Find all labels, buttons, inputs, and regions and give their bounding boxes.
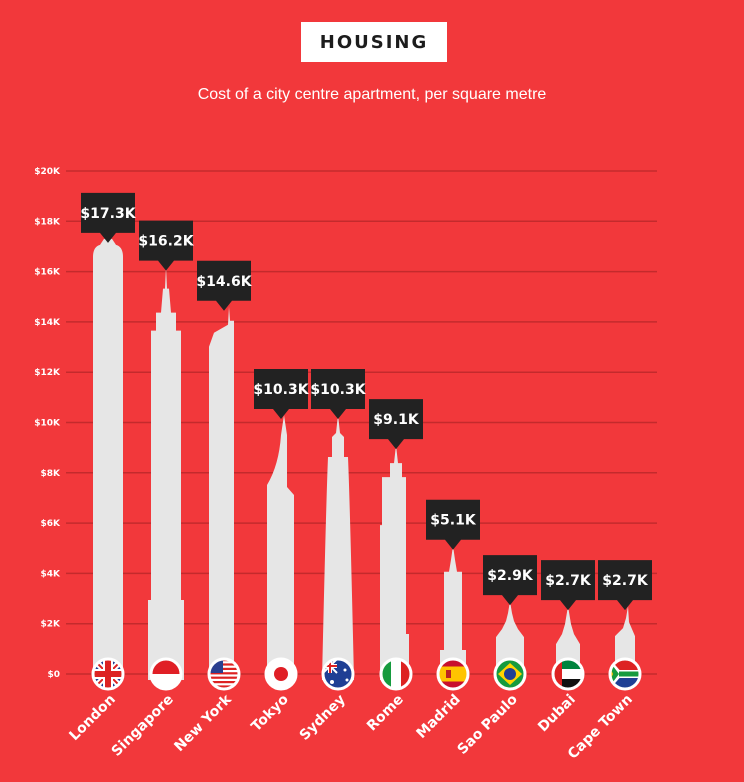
bar	[322, 414, 354, 680]
data-label: $5.1K	[426, 499, 480, 550]
data-label: $17.3K	[80, 192, 137, 243]
bar-building-madrid	[440, 545, 466, 680]
data-label-text: $2.9K	[487, 568, 534, 584]
data-label-tag	[369, 399, 423, 450]
flag-ring	[207, 657, 241, 691]
bar-building-new-york	[209, 306, 234, 680]
x-tick-label: Rome	[364, 692, 407, 735]
y-grid: $0 $2K $4K $6K $8K $10K $12K $14K $16K $18K $20K	[34, 167, 657, 680]
x-tick-label: Sao Paulo	[455, 691, 522, 758]
data-label-text: $2.7K	[545, 573, 592, 589]
y-tick-label: $8K	[41, 469, 62, 479]
y-tick-label: $16K	[34, 268, 61, 278]
data-label-text: $10.3K	[253, 382, 309, 398]
y-tick-label: $20K	[34, 167, 61, 177]
flag-ring	[91, 657, 125, 691]
x-tick-label: Singapore	[109, 692, 177, 760]
bar	[209, 306, 234, 680]
singapore-flag-icon	[149, 657, 183, 691]
flag-ring	[493, 657, 527, 691]
title-box: HOUSING	[301, 22, 447, 62]
data-label: $9.1K	[369, 399, 423, 450]
bar	[93, 238, 123, 680]
italy-flag-icon	[379, 657, 413, 691]
bar	[267, 414, 294, 680]
x-tick-label: Tokyo	[248, 691, 292, 735]
uae-flag-icon	[551, 657, 585, 691]
data-label: $2.7K	[541, 560, 595, 611]
data-label: $2.9K	[483, 555, 537, 606]
data-label-tag	[197, 260, 251, 311]
y-tick-label: $18K	[34, 217, 61, 227]
y-tick-label: $6K	[41, 519, 62, 529]
data-label-tag	[139, 220, 193, 271]
bar	[380, 445, 409, 680]
data-label: $16.2K	[138, 220, 195, 271]
bar-building-london	[93, 238, 123, 680]
data-label-tag	[426, 499, 480, 550]
bar-building-tokyo	[267, 414, 294, 680]
data-label-text: $14.6K	[196, 274, 252, 290]
data-label-text: $2.7K	[602, 573, 649, 589]
bar-building-singapore	[148, 266, 184, 680]
south-africa-flag-icon	[608, 657, 642, 691]
data-label-tag	[311, 368, 365, 419]
data-label: $10.3K	[310, 368, 367, 419]
brazil-flag-icon	[493, 657, 527, 691]
data-label: $14.6K	[196, 260, 253, 311]
x-tick-label: Sydney	[297, 692, 349, 744]
data-label-text: $5.1K	[430, 513, 477, 529]
data-label: $2.7K	[598, 560, 652, 611]
x-tick-label: New York	[171, 691, 235, 755]
flag-ring	[436, 657, 470, 691]
japan-flag-icon	[264, 657, 298, 691]
data-label-tag	[541, 560, 595, 611]
flag-ring	[551, 657, 585, 691]
y-tick-label: $0	[47, 670, 60, 680]
data-label: $10.3K	[253, 368, 310, 419]
flag-ring	[608, 657, 642, 691]
x-tick-label: Dubai	[535, 692, 579, 736]
data-label-tag	[483, 555, 537, 606]
flag-ring	[379, 657, 413, 691]
y-tick-label: $10K	[34, 419, 61, 429]
y-tick-label: $14K	[34, 318, 61, 328]
data-label-tag	[254, 368, 308, 419]
x-tick-label: London	[66, 692, 118, 744]
data-label-tag	[598, 560, 652, 611]
bar-building-sydney	[322, 414, 354, 680]
data-label-text: $16.2K	[138, 234, 194, 250]
flag-ring	[149, 657, 183, 691]
chart-title: HOUSING	[319, 31, 429, 53]
bar-building-rome	[380, 445, 409, 680]
flag-ring	[321, 657, 355, 691]
data-label-text: $10.3K	[310, 382, 366, 398]
uk-flag-icon	[91, 657, 125, 691]
y-tick-label: $4K	[41, 569, 62, 579]
australia-flag-icon	[321, 657, 355, 691]
bar	[148, 266, 184, 680]
data-label-tag	[81, 192, 135, 243]
chart-subtitle: Cost of a city centre apartment, per squ…	[197, 86, 547, 103]
x-tick-label: Madrid	[414, 692, 464, 742]
spain-flag-icon	[436, 657, 470, 691]
y-tick-label: $12K	[34, 368, 61, 378]
usa-flag-icon	[207, 657, 241, 691]
data-label-text: $9.1K	[373, 412, 420, 428]
flag-ring	[264, 657, 298, 691]
bar	[440, 545, 466, 680]
data-label-text: $17.3K	[80, 206, 136, 222]
y-tick-label: $2K	[41, 620, 62, 630]
